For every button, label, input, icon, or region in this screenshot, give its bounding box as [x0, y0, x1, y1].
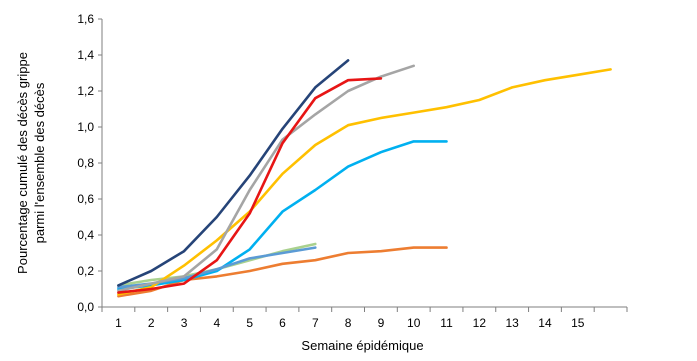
series-line-5 — [117, 68, 612, 296]
x-tick-label: 12 — [473, 316, 487, 330]
x-tick-label: 14 — [538, 316, 552, 330]
labels: Semaine épidémique Pourcentage cumulé de… — [15, 52, 424, 353]
x-tick-label: 4 — [214, 316, 221, 330]
y-tick-label: 0,8 — [77, 156, 94, 170]
series-line-6 — [117, 64, 416, 293]
axes: 0,00,20,40,60,81,01,21,41,61 2 3 4 5 6 7 8 9 10 11… — [77, 12, 628, 330]
x-tick-label: 13 — [505, 316, 519, 330]
x-axis-title: Semaine épidémique — [301, 338, 423, 353]
y-tick-label: 0,4 — [77, 228, 94, 242]
series-line-8 — [117, 77, 383, 294]
y-axis-title-line-2: parmi l'ensemble des décès — [32, 82, 47, 243]
series-line-1 — [117, 246, 448, 298]
y-tick-label: 0,6 — [77, 192, 94, 206]
x-tick-label: 8 — [345, 316, 352, 330]
x-tick-label: 15 — [571, 316, 585, 330]
y-tick-label: 1,2 — [77, 84, 94, 98]
series-line-7 — [117, 59, 350, 287]
y-tick-label: 1,6 — [77, 12, 94, 26]
x-tick-label: 5 — [246, 316, 253, 330]
y-tick-label: 1,4 — [77, 48, 94, 62]
series-lines — [117, 59, 612, 298]
x-tick-label: 2 — [148, 316, 155, 330]
y-tick-label: 1,0 — [77, 120, 94, 134]
x-tick-label: 3 — [181, 316, 188, 330]
y-tick-label: 0,0 — [77, 300, 94, 314]
x-tick-label: 11 — [440, 316, 453, 330]
x-tick-label: 6 — [279, 316, 286, 330]
x-tick-label: 10 — [407, 316, 421, 330]
y-tick-label: 0,2 — [77, 264, 94, 278]
x-tick-label: 7 — [312, 316, 319, 330]
x-tick-label: 9 — [378, 316, 385, 330]
x-tick-label: 1 — [115, 316, 122, 330]
series-line-3 — [117, 140, 448, 291]
y-axis-title-line-1: Pourcentage cumulé des décès grippe — [15, 52, 30, 274]
